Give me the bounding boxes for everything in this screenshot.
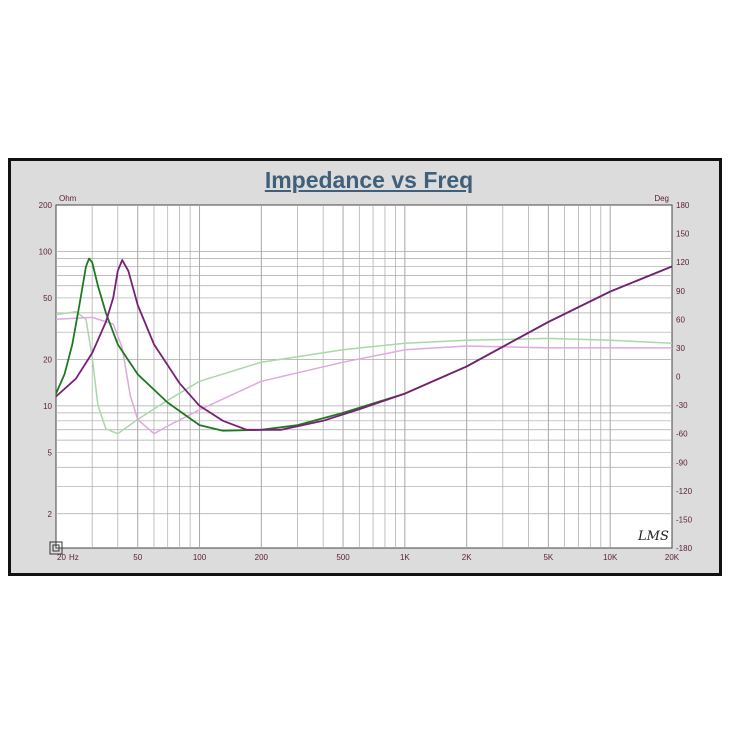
y-right-tick-label: 30 (676, 344, 685, 353)
y-left-tick-label: 10 (43, 402, 52, 411)
x-tick-label: 50 (133, 553, 142, 562)
y-left-tick-label: 5 (48, 448, 53, 457)
x-tick-label: 20K (665, 553, 680, 562)
y-right-unit-label: Deg (654, 194, 669, 203)
y-right-tick-label: -180 (676, 544, 693, 553)
series-line-4 (55, 316, 672, 435)
chart-title: Impedance vs Freq (264, 167, 474, 193)
y-right-tick-label: 120 (676, 258, 690, 267)
x-tick-label: 100 (193, 553, 207, 562)
y-right-tick-label: 90 (676, 287, 685, 296)
x-tick-label: 5K (543, 553, 553, 562)
series-line-2 (55, 259, 673, 431)
y-right-tick-label: -60 (676, 430, 688, 439)
x-unit-label: Hz (69, 553, 79, 562)
y-right-tick-label: 0 (676, 373, 681, 382)
y-left-tick-label: 20 (43, 355, 52, 364)
grid (56, 205, 672, 548)
zoom-icon[interactable] (49, 541, 63, 555)
x-tick-label: 2K (462, 553, 472, 562)
series-group (55, 257, 673, 435)
x-tick-label: 500 (336, 553, 350, 562)
y-right-tick-label: 60 (676, 315, 685, 324)
tick-labels: 20 50 100 200 500 1K 2K 5K 10K 20K 200 100 50 20 10 5 2 1… (39, 201, 693, 562)
y-right-tick-label: -90 (676, 458, 688, 467)
series-line-3 (55, 310, 673, 435)
x-tick-label: 10K (603, 553, 618, 562)
lms-watermark: LMS (637, 529, 669, 544)
y-right-tick-label: 150 (676, 230, 690, 239)
y-left-tick-label: 200 (39, 201, 53, 210)
y-left-unit-label: Ohm (59, 194, 77, 203)
y-left-tick-label: 2 (48, 510, 53, 519)
y-right-tick-label: -120 (676, 487, 693, 496)
plot-area (55, 204, 673, 549)
x-tick-label: 200 (255, 553, 269, 562)
x-tick-label: 1K (400, 553, 410, 562)
y-right-tick-label: -150 (676, 515, 693, 524)
y-left-tick-label: 100 (39, 247, 53, 256)
y-right-tick-label: -30 (676, 401, 688, 410)
y-right-tick-label: 180 (676, 201, 690, 210)
x-tick-label: 20 (57, 553, 66, 562)
y-left-tick-label: 50 (43, 294, 52, 303)
